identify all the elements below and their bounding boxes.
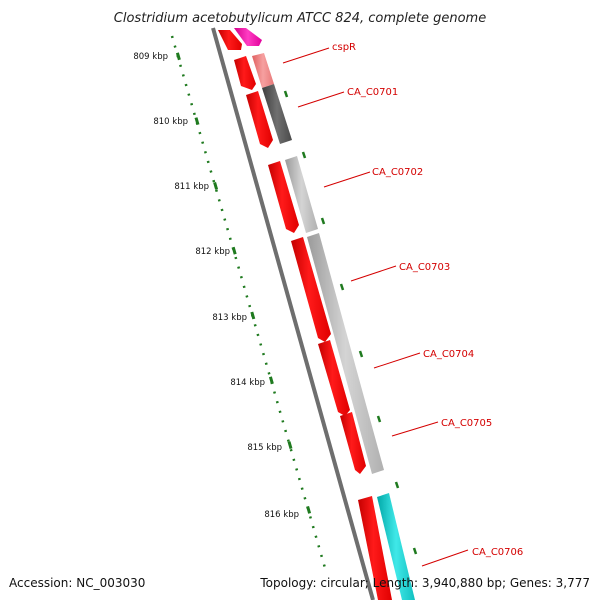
tick-label-816: 816 kbp [264, 510, 299, 520]
cds-C0702-red [268, 161, 299, 233]
genome-backbone [211, 27, 375, 600]
cds-C0704-red [318, 340, 350, 416]
tick-815 [287, 441, 293, 450]
feature-lightgray-2 [307, 233, 384, 474]
tick-811 [213, 181, 219, 190]
feature-cyan [377, 493, 415, 600]
tick-816 [306, 505, 312, 514]
leader-C0701 [297, 91, 345, 108]
ring-ticks [283, 90, 418, 555]
tick-809 [175, 52, 181, 61]
cds-C0703-red [291, 237, 331, 342]
tick-label-810: 810 kbp [153, 117, 188, 127]
leader-C0703 [350, 265, 397, 282]
major-ticks [175, 52, 312, 514]
gene-label-CA_C0705[interactable]: CA_C0705 [441, 418, 492, 429]
gene-label-CA_C0701[interactable]: CA_C0701 [347, 87, 398, 98]
leader-lines [282, 47, 469, 567]
tick-814 [268, 376, 274, 385]
cds-C0706-red [358, 496, 392, 600]
leader-C0705 [391, 421, 439, 437]
leader-C0706 [421, 549, 469, 567]
tick-label-812: 812 kbp [195, 247, 230, 257]
gene-label-CA_C0706[interactable]: CA_C0706 [472, 547, 523, 558]
feature-darkgray [262, 84, 292, 144]
map-title: Clostridium acetobutylicum ATCC 824, com… [114, 11, 486, 26]
cds-C0701-red [246, 91, 273, 148]
leader-C0702 [323, 171, 371, 188]
summary-text: Topology: circular; Length: 3,940,880 bp… [259, 576, 590, 590]
tick-810 [194, 117, 200, 126]
gene-label-CA_C0703[interactable]: CA_C0703 [399, 262, 450, 273]
accession-text: Accession: NC_003030 [9, 576, 145, 590]
feature-salmon [252, 53, 274, 88]
tick-ruler [170, 35, 327, 569]
tick-label-811: 811 kbp [174, 182, 209, 192]
gene-label-cspR[interactable]: cspR [332, 42, 356, 53]
tick-label-809: 809 kbp [133, 52, 168, 62]
color-features [234, 28, 415, 600]
cds-features [218, 30, 392, 600]
feature-lightgray-1 [285, 156, 318, 233]
tick-813 [250, 311, 256, 320]
cds-cspR-red [234, 56, 256, 90]
tick-812 [231, 246, 237, 255]
tick-label-815: 815 kbp [247, 443, 282, 453]
leader-C0704 [373, 352, 421, 369]
leader-cspR [282, 47, 330, 64]
tick-label-813: 813 kbp [212, 313, 247, 323]
gene-label-CA_C0704[interactable]: CA_C0704 [423, 349, 474, 360]
tick-label-814: 814 kbp [230, 378, 265, 388]
feature-magenta [234, 28, 262, 46]
cds-C0705-red [340, 412, 366, 474]
gene-label-CA_C0702[interactable]: CA_C0702 [372, 167, 423, 178]
cds-top-red [218, 30, 242, 50]
